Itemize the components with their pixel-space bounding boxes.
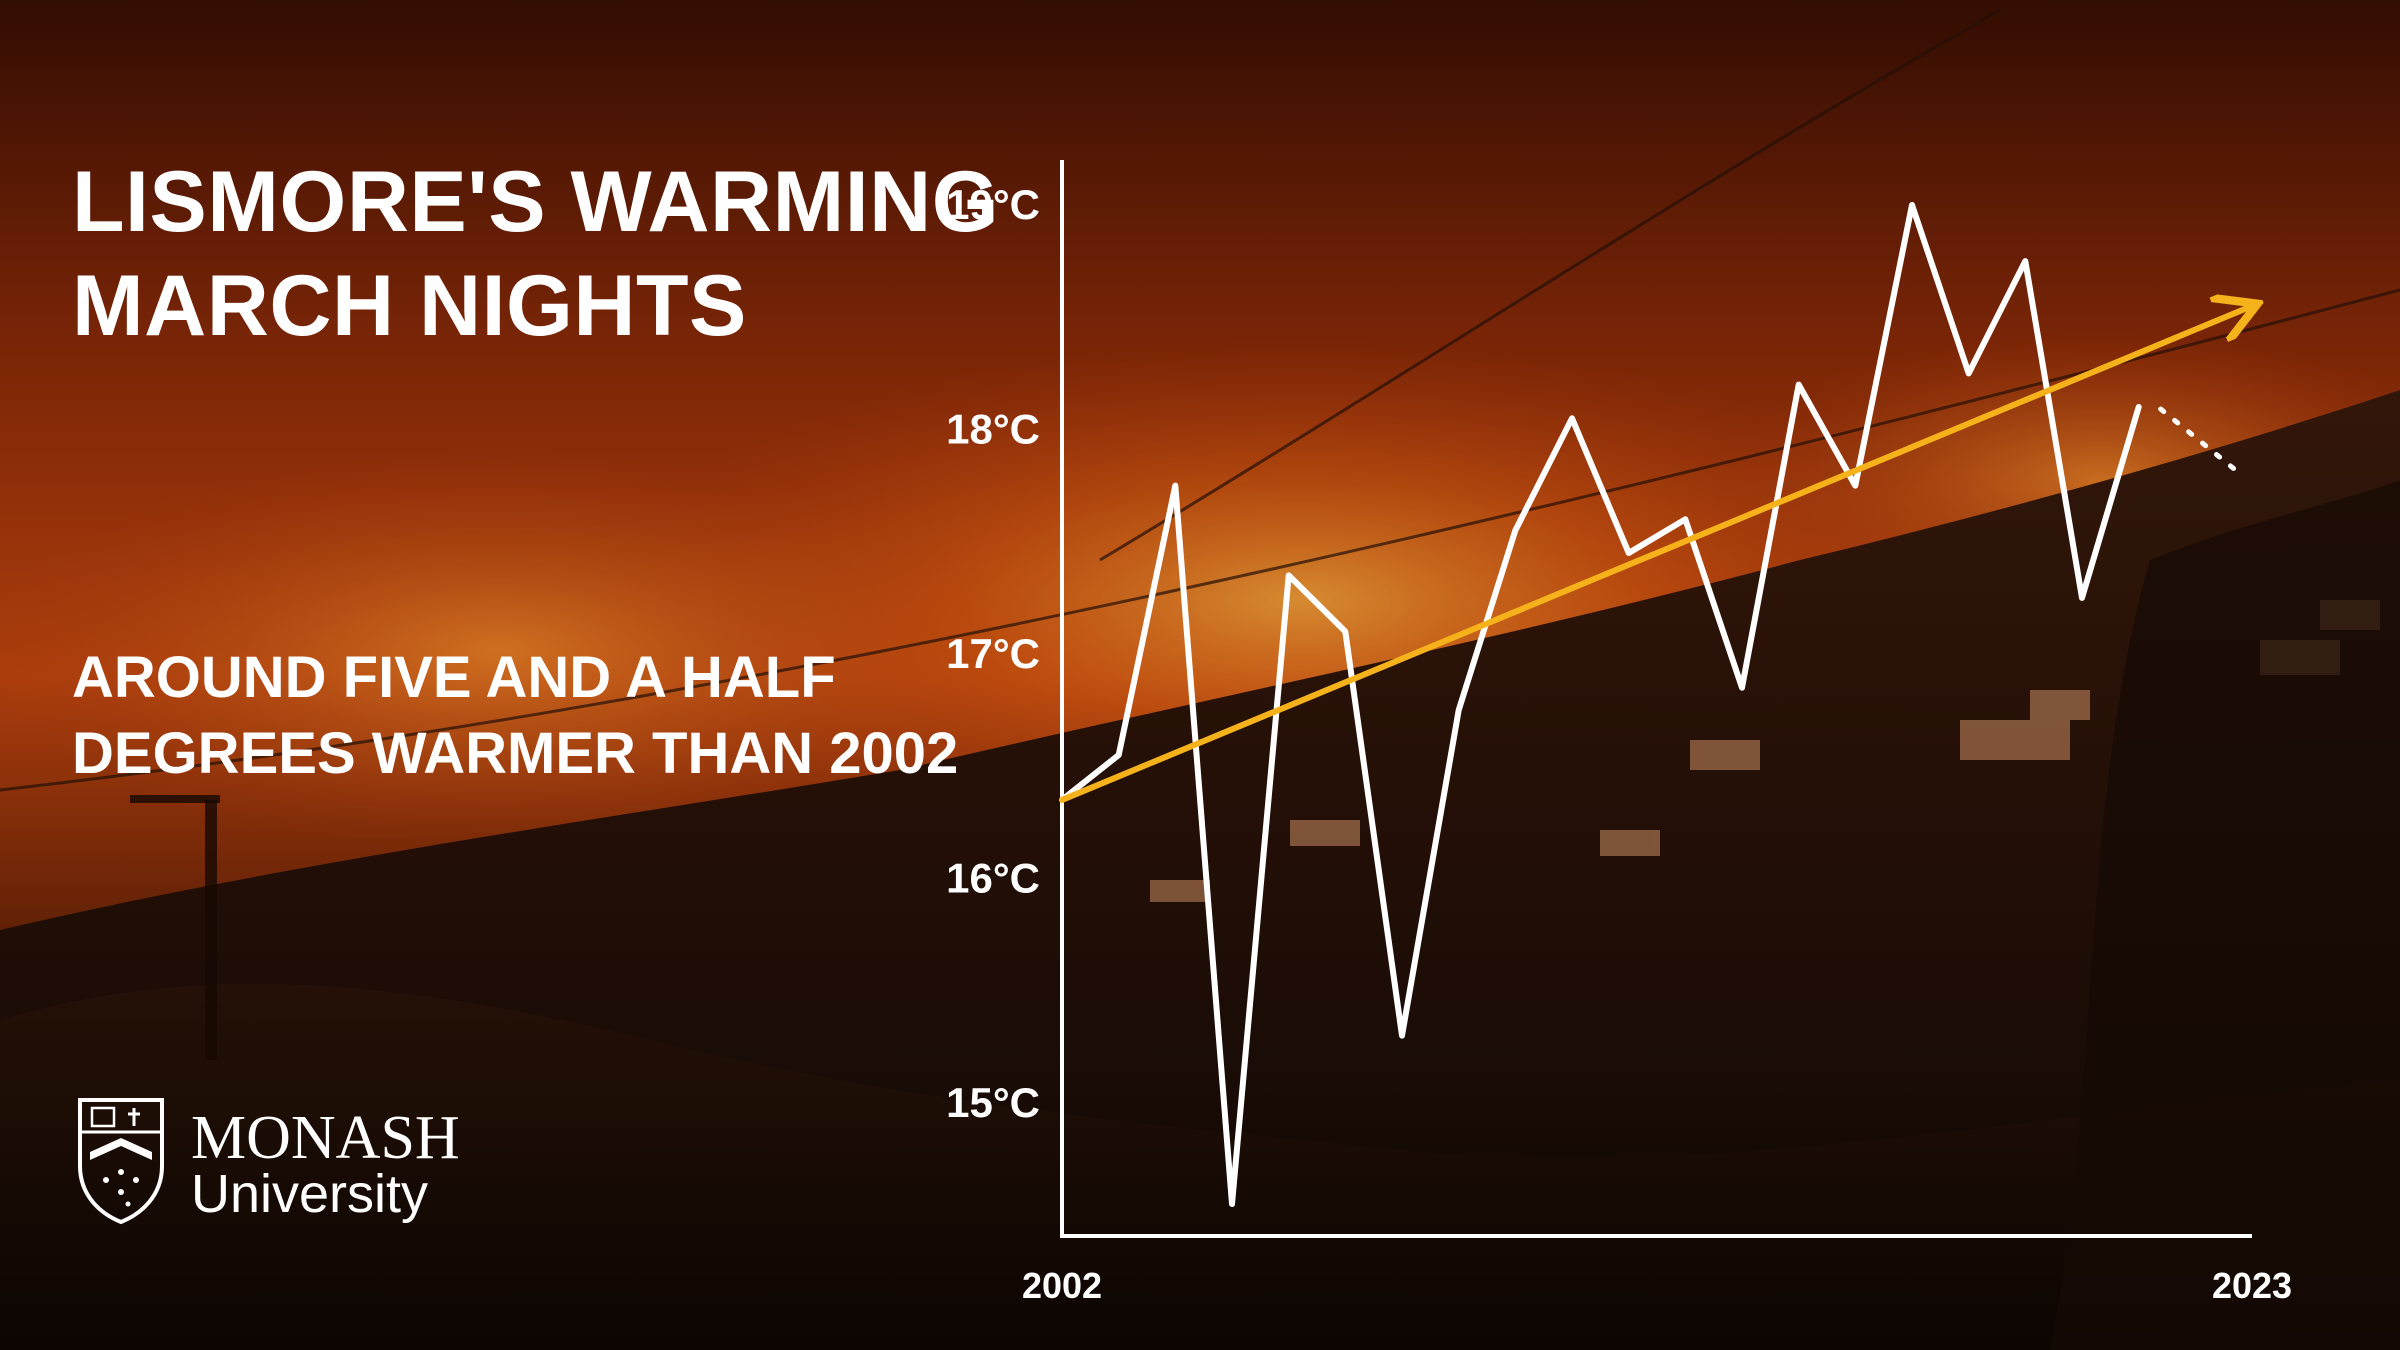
data-point-2017	[1910, 203, 1914, 207]
data-point-2021	[2136, 405, 2141, 410]
data-point-2019	[2023, 259, 2028, 264]
chart-axes	[1060, 160, 2252, 1238]
data-point-2018	[1966, 371, 1971, 376]
y-axis-tick-labels: 19°C 18°C 17°C 16°C 15°C	[946, 181, 1040, 1126]
y-tick-label-1: 18°C	[946, 406, 1040, 453]
subtitle-line-2: DEGREES WARMER THAN 2002	[72, 721, 959, 786]
trend-line	[1059, 306, 2252, 803]
series-continuation-dotted	[2158, 406, 2247, 480]
data-point-2014	[1740, 685, 1744, 690]
x-tick-label-0: 2002	[1022, 1265, 1102, 1306]
subtitle: AROUND FIVE AND A HALF DEGREES WARMER TH…	[72, 640, 958, 792]
data-point-2013	[1683, 517, 1688, 522]
monash-logo: MONASH University	[78, 1098, 460, 1225]
y-tick-label-0: 19°C	[946, 181, 1040, 228]
logo-sub: University	[191, 1164, 428, 1224]
data-point-2020	[2080, 595, 2084, 600]
title-line-1: LISMORE'S WARMING	[72, 154, 1000, 250]
title-line-2: MARCH NIGHTS	[72, 258, 747, 354]
data-point-2005	[1230, 1202, 1234, 1207]
logo-name: MONASH	[191, 1104, 460, 1172]
data-point-2007	[1343, 629, 1348, 634]
data-point-2009	[1456, 708, 1461, 713]
trend-arrow	[1059, 306, 2252, 803]
y-tick-label-4: 15°C	[946, 1079, 1040, 1126]
temperature-series	[1059, 202, 2247, 1207]
data-point-2015	[1796, 382, 1801, 387]
data-point-2006	[1286, 573, 1291, 578]
data-point-2012	[1626, 550, 1631, 555]
monash-crest-icon	[78, 1098, 164, 1225]
data-point-2008	[1400, 1033, 1404, 1038]
data-point-2010	[1513, 528, 1518, 533]
y-tick-label-3: 16°C	[946, 855, 1040, 902]
subtitle-line-1: AROUND FIVE AND A HALF	[72, 645, 836, 710]
data-point-2016	[1853, 483, 1858, 488]
data-point-2004	[1173, 483, 1178, 488]
page-title: LISMORE'S WARMING MARCH NIGHTS	[72, 150, 999, 358]
x-axis-tick-labels: 2002 2023	[1022, 1265, 2292, 1306]
temperature-line	[1059, 202, 2142, 1207]
y-tick-label-2: 17°C	[946, 630, 1040, 677]
x-tick-label-1: 2023	[2212, 1265, 2292, 1306]
data-point-2011	[1570, 416, 1574, 421]
data-point-2003	[1116, 753, 1121, 758]
